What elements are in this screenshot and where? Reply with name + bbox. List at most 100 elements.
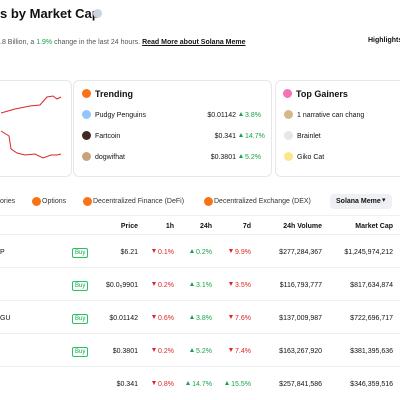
gainer-name[interactable]: 1 narrative can chang bbox=[297, 111, 364, 120]
selected-tab[interactable]: Solana Meme bbox=[336, 197, 381, 206]
row-divider bbox=[0, 267, 400, 268]
coin-name-text: P bbox=[0, 249, 5, 256]
change: 0.2% bbox=[152, 347, 174, 356]
row-divider bbox=[0, 300, 400, 301]
tab[interactable]: ories bbox=[0, 197, 15, 206]
coin-price: $0.3801 bbox=[211, 153, 236, 162]
gainer-name-text: Brainlet bbox=[297, 133, 321, 140]
gainer-name[interactable]: Giko Cat bbox=[297, 153, 324, 162]
subtitle-part: 1.9% bbox=[36, 39, 53, 46]
market-cap-text: $346,359,516 bbox=[350, 381, 393, 388]
tab[interactable]: Decentralized Exchange (DEX) bbox=[214, 197, 311, 206]
change-text: 0.2% bbox=[196, 249, 212, 256]
subtitle: .8 Billion, a 1.9% change in the last 24… bbox=[0, 38, 246, 47]
coin-change-text: 14.7% bbox=[245, 133, 265, 140]
coin-icon bbox=[82, 131, 91, 140]
market-cap: $381,395,636 bbox=[350, 347, 393, 356]
highlights[interactable]: Highlights bbox=[368, 36, 400, 45]
trend-arrow bbox=[229, 315, 234, 319]
change: 3.1% bbox=[190, 281, 212, 290]
coin-name[interactable]: Pudgy Penguins bbox=[95, 111, 146, 120]
market-cap-text: $817,634,874 bbox=[350, 282, 393, 289]
divider bbox=[0, 215, 400, 216]
change: 0.2% bbox=[152, 281, 174, 290]
trend-arrow bbox=[186, 381, 191, 385]
volume-text: $163,267,920 bbox=[279, 348, 322, 355]
coin-name-text: dogwifhat bbox=[95, 154, 125, 161]
coin-name[interactable]: Fartcoin bbox=[95, 132, 120, 141]
buy-button-text: Buy bbox=[75, 283, 86, 289]
coin-name[interactable]: dogwifhat bbox=[95, 153, 125, 162]
column-header: 1h bbox=[166, 222, 174, 231]
sparklines bbox=[0, 95, 62, 159]
trend-arrow bbox=[152, 381, 157, 385]
selected-tab-text: Solana Meme bbox=[336, 198, 381, 205]
trend-arrow bbox=[190, 249, 195, 253]
gainer-name-text: Giko Cat bbox=[297, 154, 325, 161]
buy-button[interactable]: Buy bbox=[72, 347, 89, 357]
column-header-text: 24h Volume bbox=[283, 223, 322, 230]
tab-icon bbox=[83, 197, 92, 206]
subtitle-part: .8 Billion, a bbox=[0, 39, 37, 46]
coin-icon bbox=[284, 131, 293, 140]
gainer-name-text: 1 narrative can chang bbox=[297, 112, 365, 119]
coin-icon bbox=[82, 110, 91, 119]
change: 3.8% bbox=[190, 314, 212, 323]
gainers-title: Top Gainers bbox=[296, 89, 348, 99]
coin-price: $0.01142 bbox=[207, 111, 236, 120]
coin-icon bbox=[284, 152, 293, 161]
trend-arrow bbox=[152, 348, 157, 352]
buy-button[interactable]: Buy bbox=[72, 281, 89, 291]
change-text: 15.5% bbox=[231, 381, 251, 388]
buy-button-text: Buy bbox=[75, 316, 86, 322]
price-text: $0.01142 bbox=[109, 315, 138, 322]
buy-button[interactable]: Buy bbox=[72, 248, 89, 258]
price: $0.01142 bbox=[109, 314, 138, 323]
title: s by Market Cap bbox=[0, 6, 100, 22]
buy-button[interactable]: Buy bbox=[72, 314, 89, 324]
coin-change: 14.7% bbox=[239, 132, 265, 141]
column-header: Price bbox=[121, 222, 138, 231]
change-text: 0.2% bbox=[158, 282, 174, 289]
coin-name-text: GU bbox=[0, 315, 11, 322]
sparkline bbox=[0, 130, 62, 159]
change-text: 3.8% bbox=[196, 315, 212, 322]
dropdown[interactable] bbox=[330, 194, 392, 209]
column-header-text: 24h bbox=[199, 223, 212, 230]
tab[interactable]: Decentralized Finance (DeFi) bbox=[93, 197, 184, 206]
volume: $163,267,920 bbox=[279, 347, 322, 356]
subtitle-part[interactable]: Read More about Solana Meme bbox=[142, 39, 246, 46]
change-text: 5.2% bbox=[196, 348, 212, 355]
trend-arrow bbox=[239, 133, 243, 137]
chevron: ▾ bbox=[382, 197, 386, 204]
coin-name[interactable]: GU bbox=[0, 314, 11, 323]
change-text: 14.7% bbox=[192, 381, 212, 388]
change: 0.2% bbox=[190, 248, 212, 257]
highlights-text: Highlights bbox=[368, 37, 400, 44]
trend-arrow bbox=[190, 315, 195, 319]
trending-title-text: Trending bbox=[95, 89, 133, 99]
tab-icon bbox=[204, 197, 213, 206]
sparkline bbox=[0, 95, 62, 114]
volume: $277,284,367 bbox=[279, 248, 322, 257]
change-text: 0.8% bbox=[158, 381, 174, 388]
tab-text: Decentralized Exchange (DEX) bbox=[214, 198, 311, 205]
coin-name[interactable]: P bbox=[0, 248, 5, 257]
trending-card bbox=[73, 80, 272, 177]
tab-text: Options bbox=[42, 198, 67, 205]
change: 3.5% bbox=[229, 281, 251, 290]
change: 7.6% bbox=[229, 314, 251, 323]
tab[interactable]: Options bbox=[42, 197, 66, 206]
price: $0.341 bbox=[117, 380, 138, 389]
volume-text: $277,284,367 bbox=[279, 249, 322, 256]
market-cap-text: $722,696,717 bbox=[350, 315, 393, 322]
market-cap: $1,245,974,212 bbox=[344, 248, 393, 257]
price-text: $0.3801 bbox=[112, 348, 138, 355]
change-text: 3.1% bbox=[196, 282, 212, 289]
change-text: 7.6% bbox=[235, 315, 251, 322]
change: 5.2% bbox=[190, 347, 212, 356]
column-header-text: 1h bbox=[165, 223, 174, 230]
volume-text: $116,793,777 bbox=[279, 282, 322, 289]
volume: $137,009,987 bbox=[279, 314, 322, 323]
gainer-name[interactable]: Brainlet bbox=[297, 132, 321, 141]
